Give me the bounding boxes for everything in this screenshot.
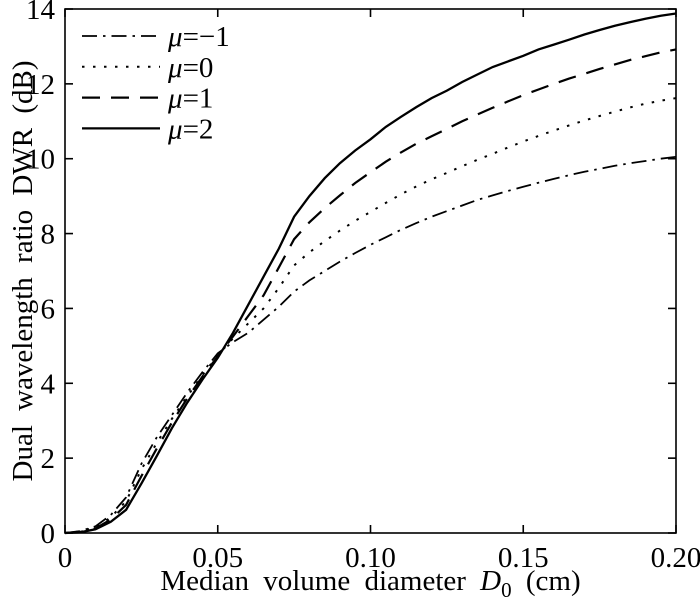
y-tick-label: 8 [41, 219, 56, 251]
legend-item: μ=1 [82, 83, 213, 115]
curve-mu-neg1 [64, 155, 677, 534]
legend-label: μ=0 [167, 52, 213, 84]
legend: μ=−1μ=0μ=1μ=2 [82, 21, 230, 145]
legend-label: μ=2 [167, 113, 213, 145]
legend-label: μ=−1 [167, 21, 230, 53]
y-axis-title: Dual wavelength ratio DWR (dB) [7, 60, 39, 481]
y-tick-label: 12 [26, 69, 55, 101]
y-tick-label: 2 [41, 443, 56, 475]
curve-mu-2 [64, 12, 677, 535]
y-tick-label: 14 [26, 0, 56, 26]
y-tick-label: 10 [26, 144, 55, 176]
y-tick-label: 6 [41, 293, 56, 325]
x-tick-label: 0.10 [345, 542, 396, 574]
y-tick-label: 4 [41, 368, 56, 400]
x-tick-label: 0.20 [651, 542, 700, 574]
curve-mu-0 [64, 97, 677, 534]
legend-item: μ=−1 [82, 21, 230, 53]
x-tick-label: 0 [58, 542, 73, 574]
x-tick-label: 0.05 [192, 542, 243, 574]
x-axis-title: Median volume diameter D0 (cm) [160, 565, 580, 597]
legend-label: μ=1 [167, 83, 213, 115]
y-tick-label: 0 [41, 518, 56, 550]
legend-item: μ=2 [82, 113, 213, 145]
curve-mu-1 [64, 48, 677, 535]
legend-item: μ=0 [82, 52, 213, 84]
x-tick-label: 0.15 [498, 542, 549, 574]
